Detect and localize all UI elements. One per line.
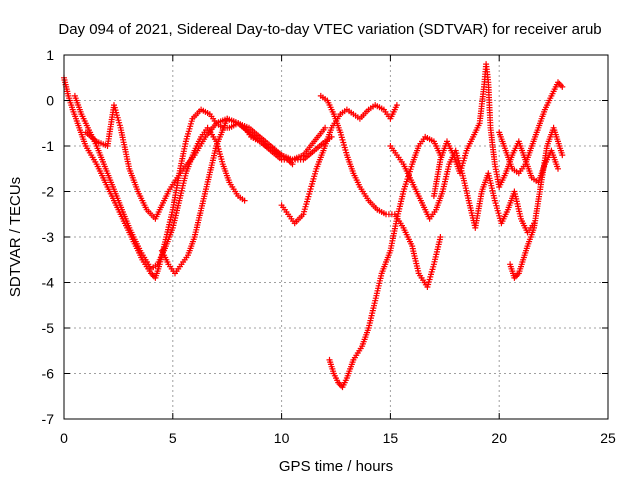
chart-title: Day 094 of 2021, Sidereal Day-to-day VTE… — [58, 21, 601, 38]
data-series — [61, 61, 566, 391]
y-tick-label: -2 — [42, 184, 55, 200]
series-markers — [496, 79, 566, 177]
series-sat-j — [496, 79, 566, 177]
y-tick-label: -1 — [42, 138, 55, 154]
y-tick-label: -7 — [42, 411, 55, 427]
y-tick-label: -3 — [42, 229, 55, 245]
x-tick-label: 15 — [383, 430, 399, 446]
x-tick-label: 20 — [491, 430, 507, 446]
x-tick-label: 5 — [169, 430, 177, 446]
series-sat-h — [387, 143, 537, 236]
y-tick-label: -4 — [42, 275, 55, 291]
y-tick-label: -6 — [42, 366, 55, 382]
x-axis-label: GPS time / hours — [279, 458, 393, 475]
series-sat-k — [507, 124, 566, 281]
y-tick-label: 0 — [46, 93, 54, 109]
y-tick-label: -5 — [42, 320, 55, 336]
series-markers — [387, 143, 537, 236]
series-markers — [278, 102, 400, 227]
series-markers — [326, 133, 444, 391]
x-tick-label: 10 — [274, 430, 290, 446]
series-sat-e — [278, 102, 400, 227]
series-sat-d — [158, 115, 335, 277]
series-sat-g — [326, 133, 444, 391]
series-markers — [158, 115, 335, 277]
y-axis-label: SDTVAR / TECUs — [7, 177, 24, 297]
x-tick-label: 0 — [60, 430, 68, 446]
y-tick-label: 1 — [46, 47, 54, 63]
grid-lines — [64, 55, 608, 419]
x-tick-label: 25 — [600, 430, 616, 446]
series-markers — [507, 124, 566, 281]
